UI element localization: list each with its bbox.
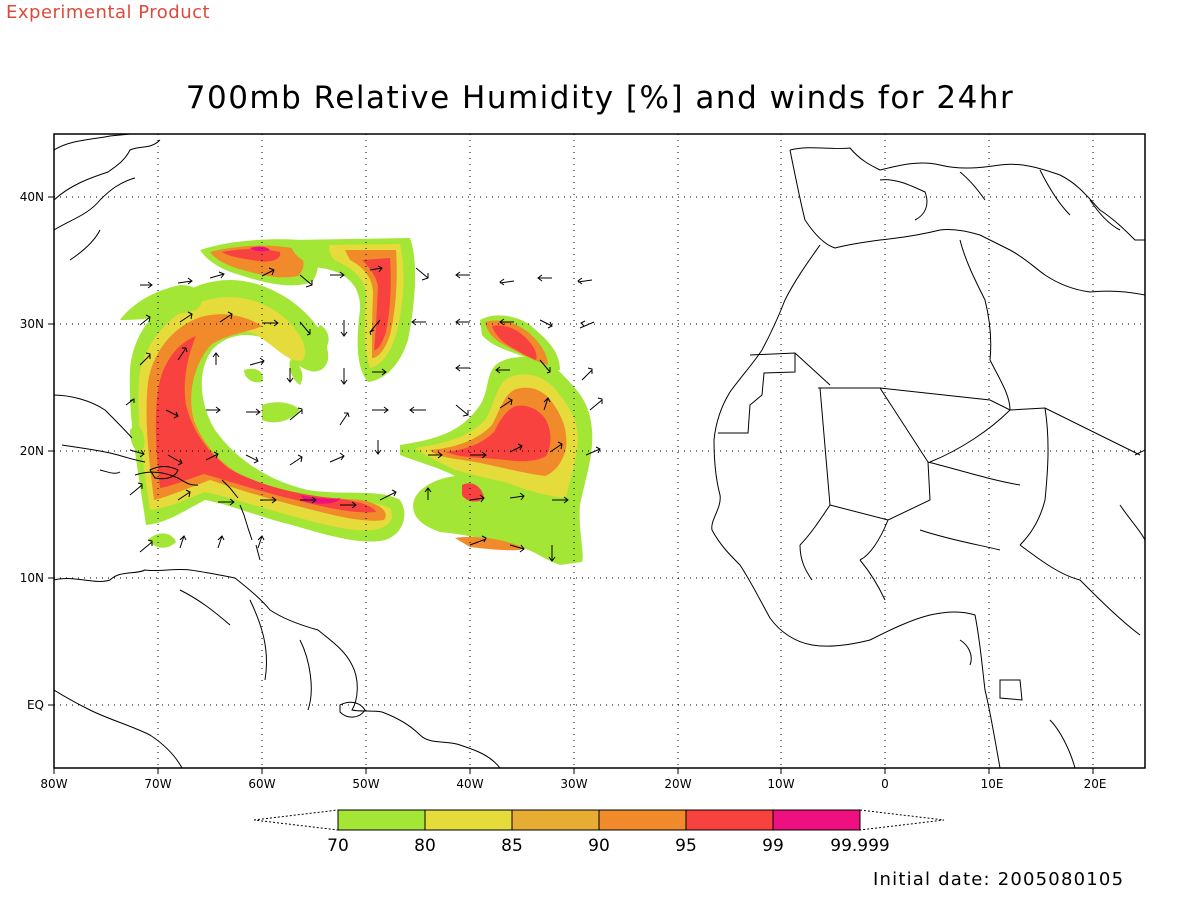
lon-label: 30W [560,777,587,791]
map-title: 700mb Relative Humidity [%] and winds fo… [185,80,1015,116]
colorbar-bin [512,810,599,830]
colorbar-label: 80 [414,836,436,856]
colorbar-low-extension [253,809,339,831]
wind-vectors [125,265,603,562]
colorbar-bin [599,810,686,830]
colorbar-bin [338,810,425,830]
lat-label: 40N [20,190,44,204]
coastlines [54,134,1145,768]
lon-label: 40W [456,777,483,791]
colorbar-bin [686,810,773,830]
colorbar-label: 99 [762,836,784,856]
graticule [54,134,1145,768]
lon-label: 60W [248,777,275,791]
lat-label: EQ [27,698,44,712]
colorbar-bin [773,810,860,830]
humidity-field [120,238,593,565]
initial-date: Initial date: 2005080105 [873,869,1125,890]
lat-label: 30N [20,317,44,331]
experimental-product-label: Experimental Product [6,2,211,23]
colorbar-label: 85 [501,836,523,856]
colorbar-high-extension [859,809,945,831]
lon-label: 80W [40,777,67,791]
lon-label: 10E [981,777,1004,791]
colorbar-label: 70 [327,836,349,856]
colorbar-label: 95 [675,836,697,856]
lat-label: 20N [20,444,44,458]
lon-label: 50W [352,777,379,791]
lon-label: 20E [1084,777,1107,791]
colorbar-label: 90 [588,836,610,856]
lon-label: 20W [664,777,691,791]
colorbar-bin [425,810,512,830]
map-area [54,134,1145,768]
colorbar-label: 99.999 [830,836,889,856]
lon-label: 70W [144,777,171,791]
latitude-labels: 40N 30N 20N 10N EQ [20,190,44,712]
colorbar: 70 80 85 90 95 99 99.999 [253,809,945,856]
tick-marks [48,196,1094,774]
lon-label: 10W [767,777,794,791]
longitude-labels: 80W 70W 60W 50W 40W 30W 20W 10W 0 10E 20… [40,777,1106,791]
lat-label: 10N [20,571,44,585]
lon-label: 0 [881,777,889,791]
